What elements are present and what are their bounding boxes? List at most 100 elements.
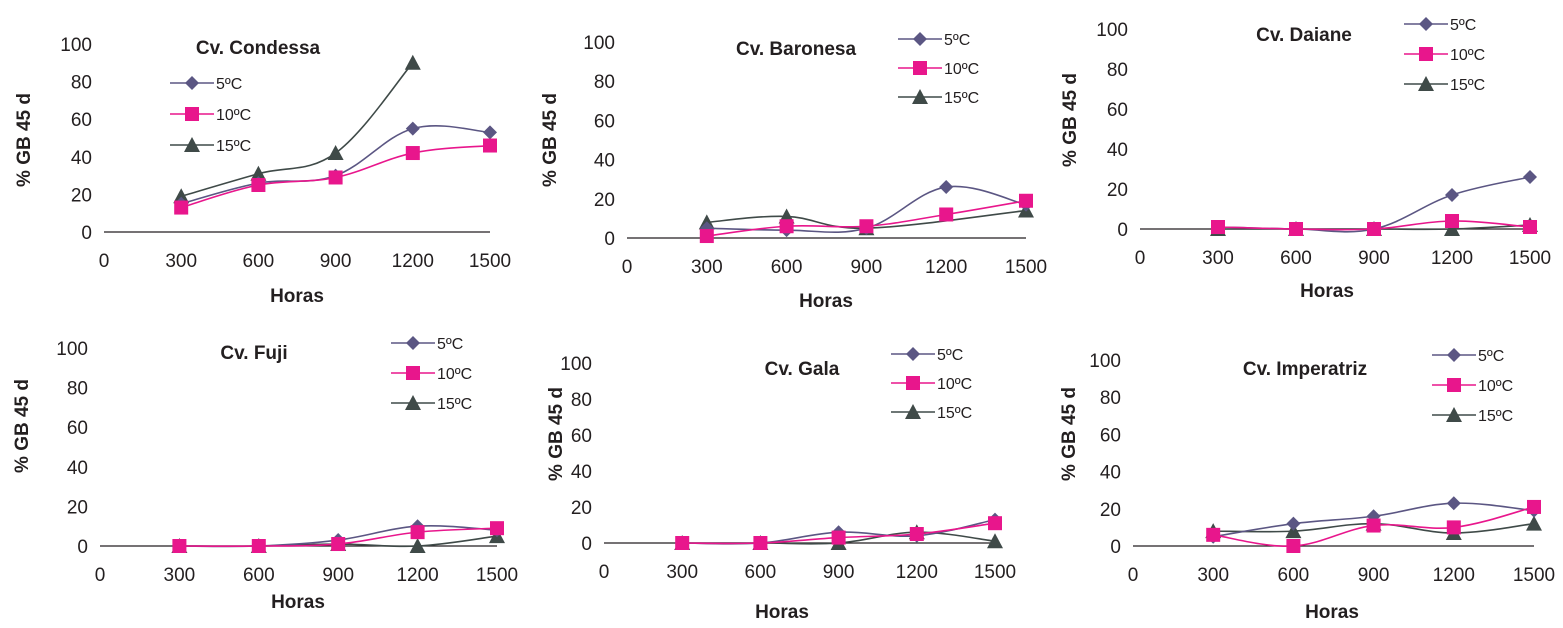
- legend-marker: [913, 32, 927, 46]
- chart-panel-3: 0 20 40 60 80 100 0 300 600 900 1200 1500 Horas % GB …: [1060, 17, 1551, 302]
- y-tick-label: 60: [1107, 100, 1128, 121]
- legend-label: 5ºC: [944, 32, 970, 49]
- y-tick-label: 80: [594, 72, 615, 93]
- x-tick-label: 1200: [925, 257, 967, 278]
- x-tick-label: 0: [1128, 565, 1139, 586]
- y-tick-label: 20: [1107, 180, 1128, 201]
- data-point-marker: [753, 536, 768, 550]
- legend-marker: [1447, 378, 1461, 392]
- x-tick-label: 1500: [1005, 257, 1047, 278]
- legend-marker: [405, 395, 421, 410]
- chart-title: Cv. Gala: [765, 359, 840, 380]
- chart-title: Cv. Condessa: [196, 38, 321, 59]
- x-tick-label: 300: [666, 562, 698, 583]
- x-tick-label: 0: [1135, 248, 1146, 269]
- y-tick-label: 0: [77, 537, 88, 558]
- data-point-marker: [939, 207, 954, 222]
- y-tick-label: 60: [594, 111, 615, 132]
- x-axis-title: Horas: [799, 291, 853, 312]
- data-point-marker: [1445, 214, 1459, 228]
- chart-panel-5: 0 20 40 60 80 100 0 300 600 900 1200 1500 Horas % GB …: [546, 347, 1016, 623]
- legend-marker: [184, 137, 200, 152]
- legend-label: 15ºC: [216, 138, 251, 155]
- y-tick-label: 80: [1107, 60, 1128, 81]
- x-axis-title: Horas: [1305, 602, 1359, 623]
- data-point-marker: [1526, 515, 1542, 531]
- y-tick-label: 20: [71, 185, 92, 206]
- x-tick-label: 600: [1280, 248, 1312, 269]
- legend-label: 10ºC: [937, 376, 972, 393]
- chart-panel-4: 0 20 40 60 80 100 0 300 600 900 1200 1500 Horas % GB …: [12, 336, 518, 613]
- x-tick-label: 300: [1197, 565, 1229, 586]
- data-point-marker: [1527, 499, 1541, 514]
- y-axis-title: % GB 45 d: [14, 93, 35, 187]
- x-tick-label: 300: [164, 565, 196, 586]
- data-point-marker: [174, 200, 189, 215]
- y-tick-label: 40: [1107, 140, 1128, 161]
- legend-label: 10ºC: [1450, 47, 1485, 64]
- y-tick-label: 80: [71, 73, 92, 94]
- legend-marker: [1419, 17, 1433, 31]
- data-point-marker: [987, 533, 1003, 549]
- data-point-marker: [483, 125, 497, 140]
- data-point-marker: [251, 539, 266, 553]
- y-tick-label: 40: [1100, 463, 1121, 484]
- data-point-marker: [1289, 222, 1303, 236]
- data-point-marker: [483, 138, 497, 153]
- y-tick-label: 20: [594, 190, 615, 211]
- y-tick-label: 80: [67, 379, 88, 400]
- x-tick-label: 1200: [396, 565, 438, 586]
- chart-title: Cv. Imperatriz: [1243, 359, 1367, 380]
- x-tick-label: 1200: [392, 251, 434, 272]
- x-tick-label: 0: [622, 257, 633, 278]
- legend-marker: [1418, 76, 1434, 91]
- y-tick-label: 20: [1100, 500, 1121, 521]
- legend-label: 10ºC: [437, 366, 472, 383]
- y-tick-label: 60: [67, 418, 88, 439]
- x-tick-label: 0: [95, 565, 106, 586]
- legend-label: 10ºC: [944, 61, 979, 78]
- data-point-marker: [173, 188, 190, 204]
- y-tick-label: 0: [604, 229, 615, 250]
- legend-marker: [406, 366, 420, 380]
- data-point-marker: [1523, 170, 1537, 184]
- x-tick-label: 1500: [1513, 565, 1555, 586]
- x-tick-label: 900: [823, 562, 855, 583]
- y-tick-label: 0: [581, 534, 592, 555]
- data-point-marker: [1019, 193, 1033, 208]
- data-point-marker: [1446, 520, 1461, 535]
- data-point-marker: [1286, 539, 1301, 553]
- legend-marker: [912, 89, 928, 104]
- data-point-marker: [251, 178, 266, 192]
- y-tick-label: 100: [56, 339, 88, 360]
- legend-label: 15ºC: [944, 90, 979, 107]
- x-tick-label: 1200: [896, 562, 938, 583]
- chart-title: Cv. Daiane: [1256, 25, 1352, 46]
- legend-marker: [906, 376, 920, 390]
- data-point-marker: [939, 180, 954, 195]
- y-axis-title: % GB 45 d: [1059, 387, 1080, 481]
- x-axis-title: Horas: [271, 592, 325, 613]
- legend-label: 15ºC: [1450, 77, 1485, 94]
- y-axis-title: % GB 45 d: [1060, 73, 1081, 167]
- data-point-marker: [1523, 220, 1537, 234]
- x-tick-label: 0: [599, 562, 610, 583]
- legend-label: 10ºC: [216, 107, 251, 124]
- data-point-marker: [490, 521, 504, 536]
- legend-marker: [1447, 348, 1461, 362]
- y-tick-label: 20: [67, 497, 88, 518]
- x-tick-label: 300: [1202, 248, 1234, 269]
- data-point-marker: [404, 54, 421, 70]
- data-point-marker: [1367, 222, 1381, 236]
- x-tick-label: 1200: [1431, 248, 1473, 269]
- y-tick-label: 100: [1089, 351, 1121, 372]
- legend-label: 5ºC: [437, 336, 463, 353]
- data-point-marker: [1286, 516, 1301, 531]
- data-point-marker: [859, 219, 874, 234]
- data-point-marker: [1445, 188, 1459, 202]
- y-tick-label: 60: [571, 426, 592, 447]
- data-point-marker: [699, 229, 714, 244]
- legend-label: 5ºC: [937, 347, 963, 364]
- legend-label: 15ºC: [437, 396, 472, 413]
